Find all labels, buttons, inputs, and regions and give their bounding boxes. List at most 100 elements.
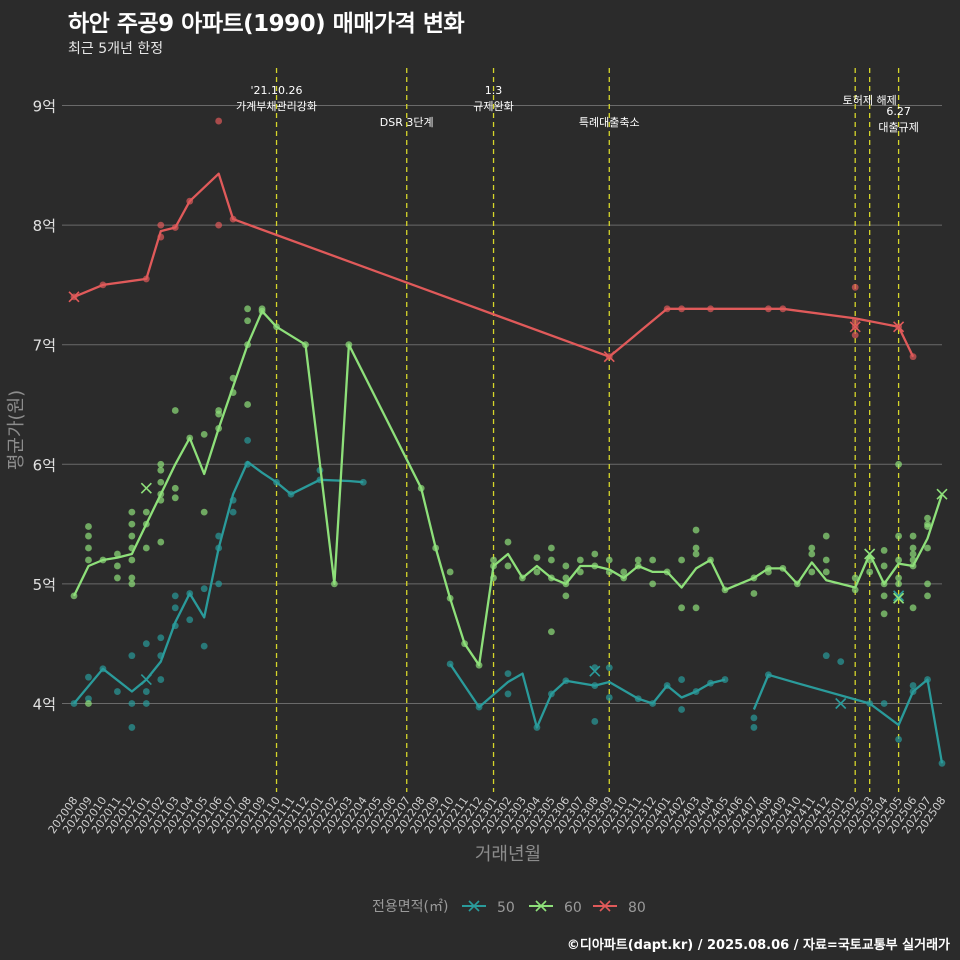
data-point-60 [895, 556, 902, 564]
y-tick-label: 7억 [33, 337, 56, 355]
data-point-60 [895, 460, 902, 468]
data-point-60 [880, 610, 888, 618]
data-point-60 [692, 604, 700, 612]
data-point-50 [605, 664, 613, 672]
data-point-60 [924, 523, 931, 530]
series-line-50 [752, 673, 944, 764]
data-point-60 [128, 508, 136, 516]
data-point-60 [157, 460, 165, 468]
data-point-60 [880, 592, 888, 600]
data-point-50 [591, 718, 599, 725]
data-point-60 [909, 544, 917, 552]
data-point-60 [895, 574, 902, 582]
data-point-60 [576, 556, 584, 564]
legend: 전용면적(㎡) 50 60 80 [372, 899, 646, 916]
data-point-60 [678, 556, 685, 564]
data-point-50 [504, 690, 512, 698]
data-point-60 [114, 574, 121, 582]
data-point-60 [200, 431, 208, 438]
legend-title: 전용면적(㎡) [372, 899, 448, 915]
data-point-60 [244, 401, 252, 408]
data-point-60 [446, 568, 454, 576]
x-axis-ticks: 2020082020092020102020112020122021012021… [46, 794, 949, 836]
data-point-50 [504, 670, 512, 677]
data-point-60 [591, 550, 599, 558]
cross-marker-60 [140, 482, 152, 494]
event-annotation: 6.27 [886, 105, 911, 118]
data-point-60 [200, 508, 208, 516]
cross-marker-50 [589, 665, 601, 677]
data-point-50 [909, 682, 917, 689]
data-point-50 [750, 714, 758, 722]
data-point-60 [895, 532, 902, 540]
cross-marker-50 [140, 674, 152, 686]
data-point-60 [808, 550, 816, 558]
data-point-50 [837, 658, 845, 666]
event-lines [275, 68, 900, 792]
data-point-60 [548, 556, 555, 564]
data-point-80 [157, 221, 165, 229]
data-point-60 [533, 554, 541, 561]
scatter-points [70, 117, 946, 767]
cross-marker-80 [68, 291, 80, 303]
data-point-60 [822, 556, 830, 564]
y-tick-label: 4억 [33, 696, 56, 714]
legend-cross-80 [599, 900, 611, 912]
data-point-50 [85, 695, 92, 703]
data-point-50 [200, 585, 208, 593]
data-point-60 [692, 544, 700, 552]
cross-marker-60 [893, 592, 905, 604]
data-point-50 [822, 652, 830, 660]
data-point-60 [866, 568, 874, 576]
event-annotation: 1.3 [485, 84, 503, 97]
data-point-60 [750, 590, 758, 597]
data-point-60 [909, 532, 917, 540]
data-point-60 [692, 550, 700, 558]
cross-marker-50 [835, 697, 847, 710]
data-point-60 [822, 532, 830, 540]
event-annotation: 대출규제 [878, 121, 918, 134]
data-point-50 [171, 604, 179, 612]
data-point-60 [924, 580, 931, 588]
event-annotation: 특례대출축소 [579, 116, 640, 129]
event-annotation: 토허제 해제 [843, 93, 897, 107]
cross-marker-50 [893, 590, 905, 602]
data-point-60 [562, 562, 570, 570]
data-point-60 [114, 562, 121, 570]
data-point-60 [678, 604, 685, 612]
data-point-50 [229, 508, 237, 516]
data-point-50 [605, 694, 613, 701]
data-point-60 [909, 550, 917, 558]
y-tick-label: 8억 [33, 217, 56, 235]
data-point-50 [200, 642, 208, 650]
data-point-60 [128, 532, 136, 540]
event-annotation: DSR 3단계 [380, 116, 434, 129]
data-point-80 [851, 331, 859, 339]
data-point-60 [157, 466, 165, 474]
data-point-50 [215, 580, 223, 588]
data-point-60 [851, 574, 859, 582]
data-point-60 [215, 410, 223, 418]
grid-lines [62, 105, 942, 704]
data-point-60 [576, 568, 584, 576]
data-point-60 [171, 494, 179, 502]
data-point-60 [548, 544, 555, 552]
data-point-60 [634, 556, 642, 564]
data-point-60 [924, 544, 931, 552]
data-point-50 [128, 700, 136, 707]
data-point-60 [244, 317, 252, 325]
event-annotation: 규제완화 [473, 100, 513, 113]
data-point-50 [244, 436, 252, 444]
data-point-60 [85, 532, 92, 540]
y-tick-label: 5억 [33, 576, 56, 594]
data-point-60 [504, 562, 512, 570]
data-point-50 [142, 688, 150, 695]
data-point-50 [678, 676, 685, 683]
data-point-60 [620, 568, 628, 576]
data-point-60 [548, 628, 555, 636]
cross-marker-80 [849, 321, 861, 333]
x-axis-title: 거래년월 [475, 844, 541, 865]
data-point-50 [895, 735, 902, 743]
